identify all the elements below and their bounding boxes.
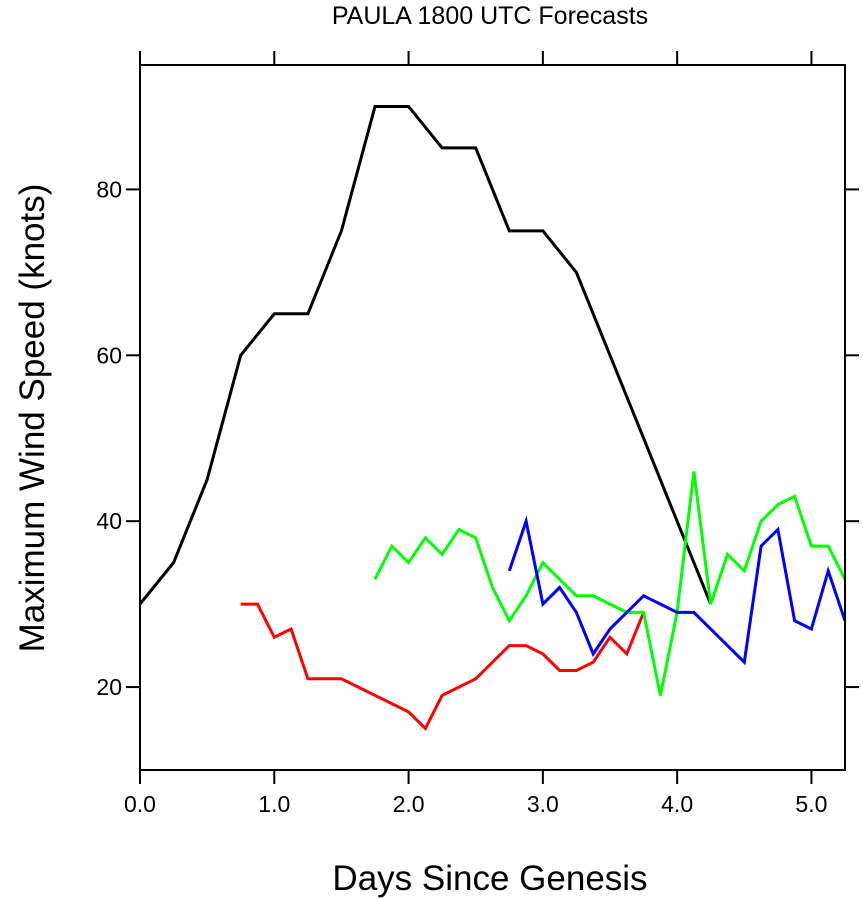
x-tick-label: 2.0 xyxy=(393,791,425,817)
x-tick-label: 1.0 xyxy=(258,791,290,817)
chart-title: PAULA 1800 UTC Forecasts xyxy=(332,2,648,30)
x-tick-label: 4.0 xyxy=(661,791,693,817)
series-line-forecast-blue xyxy=(507,515,847,666)
series-layer xyxy=(138,105,847,732)
y-tick-label: 60 xyxy=(96,342,122,368)
series-line-forecast-red xyxy=(240,602,645,732)
x-axis-title: Days Since Genesis xyxy=(332,859,647,898)
x-tick-label: 5.0 xyxy=(795,791,827,817)
y-tick-label: 80 xyxy=(96,176,122,202)
axis-ticks: 0.0 1.0 2.0 3.0 4.0 5.0 20 40 60 80 xyxy=(96,51,859,817)
x-tick-label: 0.0 xyxy=(124,791,156,817)
y-axis-title: Maximum Wind Speed (knots) xyxy=(13,184,52,653)
y-tick-label: 40 xyxy=(96,508,122,534)
x-tick-label: 3.0 xyxy=(527,791,559,817)
series-line-best-track xyxy=(138,105,713,606)
series-line-forecast-green xyxy=(373,471,847,696)
y-tick-label: 20 xyxy=(96,674,122,700)
plot-frame xyxy=(139,64,846,771)
